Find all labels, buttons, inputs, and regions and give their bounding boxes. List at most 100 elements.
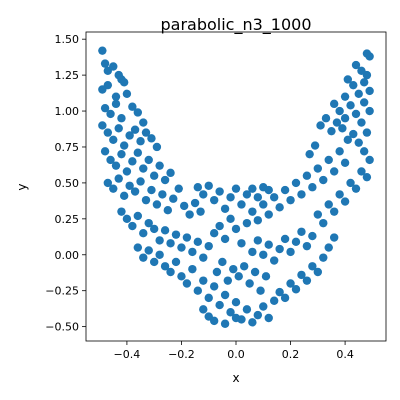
data-point — [343, 135, 353, 144]
data-point — [261, 272, 271, 281]
data-point — [259, 250, 268, 259]
data-point — [160, 262, 170, 271]
x-tick-label: −0.2 — [168, 348, 195, 361]
data-point — [359, 98, 369, 107]
data-point — [106, 109, 115, 119]
y-axis-ticks: −0.50 −0.25 0.00 0.25 0.50 0.75 1.00 1.25 1.50 — [45, 33, 86, 334]
data-point — [204, 241, 213, 251]
data-point — [357, 118, 366, 127]
data-point — [117, 149, 126, 159]
data-point — [144, 155, 153, 165]
data-point — [212, 267, 222, 277]
data-point — [204, 293, 213, 303]
data-point — [117, 114, 126, 123]
data-point — [215, 187, 224, 196]
y-tick-label: 0.75 — [55, 141, 80, 154]
data-point — [218, 257, 227, 267]
data-point — [133, 211, 143, 221]
data-point — [319, 253, 328, 262]
data-point — [313, 210, 323, 219]
data-point — [310, 141, 320, 150]
data-point — [231, 298, 241, 307]
data-point — [313, 164, 323, 173]
data-point — [98, 46, 107, 55]
data-point — [220, 290, 230, 300]
data-point — [302, 171, 312, 180]
data-point — [199, 253, 208, 262]
data-point — [139, 229, 148, 238]
data-point — [188, 247, 197, 257]
data-point — [253, 310, 263, 320]
data-point — [152, 200, 162, 209]
data-point — [275, 203, 284, 212]
data-point — [158, 190, 167, 199]
data-point — [280, 293, 290, 303]
data-point — [185, 210, 194, 219]
data-point — [209, 229, 219, 238]
data-point — [111, 161, 121, 170]
data-point — [160, 226, 170, 235]
data-point — [141, 128, 151, 137]
data-point — [302, 241, 312, 251]
data-point — [128, 221, 137, 231]
data-point — [231, 313, 241, 323]
data-point — [155, 236, 164, 245]
data-point — [329, 99, 339, 109]
data-point — [204, 181, 213, 190]
data-point — [109, 184, 118, 193]
x-tick-label: −0.4 — [114, 348, 141, 361]
data-point — [193, 286, 203, 295]
data-point — [103, 128, 113, 137]
data-point — [139, 164, 148, 173]
data-point — [149, 224, 159, 234]
data-point — [130, 187, 140, 196]
data-point — [111, 99, 121, 109]
data-point — [122, 214, 132, 224]
data-point — [234, 272, 243, 281]
data-point — [226, 193, 235, 202]
data-point — [111, 92, 121, 101]
data-point — [297, 227, 306, 236]
data-point — [223, 276, 233, 285]
data-point — [160, 175, 170, 185]
data-point — [316, 121, 325, 130]
data-point — [103, 80, 113, 90]
data-point — [305, 149, 314, 159]
data-point — [250, 267, 260, 277]
data-point — [313, 267, 323, 277]
data-point — [166, 239, 175, 248]
data-point — [122, 167, 132, 176]
data-point — [106, 155, 115, 165]
y-tick-label: 0.00 — [55, 249, 80, 262]
data-point — [182, 279, 192, 288]
data-point — [332, 118, 342, 127]
data-point — [324, 200, 333, 209]
data-point — [147, 134, 156, 143]
data-point — [169, 194, 178, 203]
data-point — [242, 190, 252, 199]
data-point — [171, 257, 181, 267]
data-point — [119, 141, 129, 150]
data-point — [354, 89, 363, 99]
data-point — [324, 155, 333, 165]
data-point — [280, 234, 290, 244]
data-point — [215, 300, 224, 310]
data-point — [327, 126, 336, 136]
data-point — [365, 106, 374, 116]
data-point — [269, 193, 279, 202]
data-point — [182, 233, 192, 242]
data-point — [324, 243, 333, 252]
data-point — [275, 244, 284, 254]
data-point — [269, 256, 279, 265]
data-point — [362, 128, 372, 137]
data-point — [190, 198, 200, 208]
data-point — [209, 195, 219, 205]
data-point — [163, 206, 173, 215]
data-point — [286, 247, 295, 257]
data-point — [166, 267, 175, 277]
data-point — [253, 193, 263, 202]
data-point — [136, 137, 145, 146]
data-point — [259, 200, 268, 209]
data-point — [340, 197, 350, 206]
